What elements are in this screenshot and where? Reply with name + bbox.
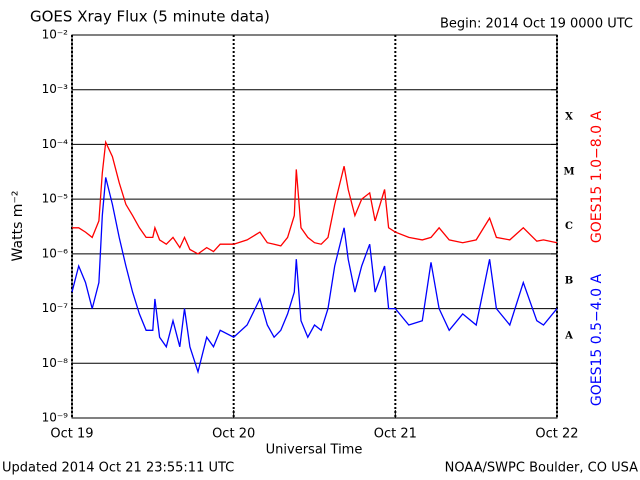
y-tick-label: 10⁻⁹ <box>42 411 69 425</box>
plot-frame <box>71 34 558 419</box>
legend-entry: GOES15 1.0−8.0 A <box>589 111 605 244</box>
y-tick-label: 10⁻⁶ <box>42 246 69 260</box>
x-tick-label: Oct 19 <box>50 427 93 442</box>
y-tick-label: 10⁻⁴ <box>42 137 69 151</box>
series-line <box>72 139 558 255</box>
x-tick-label: Oct 22 <box>535 427 578 442</box>
footer-left: Updated 2014 Oct 21 23:55:11 UTC <box>2 461 234 476</box>
y-tick-label: 10⁻⁵ <box>42 192 69 206</box>
x-axis-label: Universal Time <box>266 443 363 458</box>
x-tick-label: Oct 21 <box>374 427 417 442</box>
legend-entry: GOES15 0.5−4.0 A <box>589 274 605 407</box>
class-label: A <box>564 330 573 341</box>
class-label: B <box>565 276 573 287</box>
y-axis-label: Watts m⁻² <box>10 191 26 262</box>
chart-subtitle: Begin: 2014 Oct 19 0000 UTC <box>440 17 633 32</box>
y-tick-label: 10⁻³ <box>42 82 69 96</box>
footer-right: NOAA/SWPC Boulder, CO USA <box>445 461 638 476</box>
y-tick-label: 10⁻² <box>42 28 69 42</box>
y-tick-label: 10⁻⁸ <box>42 356 69 370</box>
class-label: X <box>565 112 573 123</box>
class-label: C <box>565 221 573 232</box>
y-tick-label: 10⁻⁷ <box>42 301 69 315</box>
x-tick-label: Oct 20 <box>212 427 255 442</box>
class-label: M <box>563 166 574 177</box>
series-line <box>71 177 558 375</box>
chart-title: GOES Xray Flux (5 minute data) <box>30 8 270 26</box>
